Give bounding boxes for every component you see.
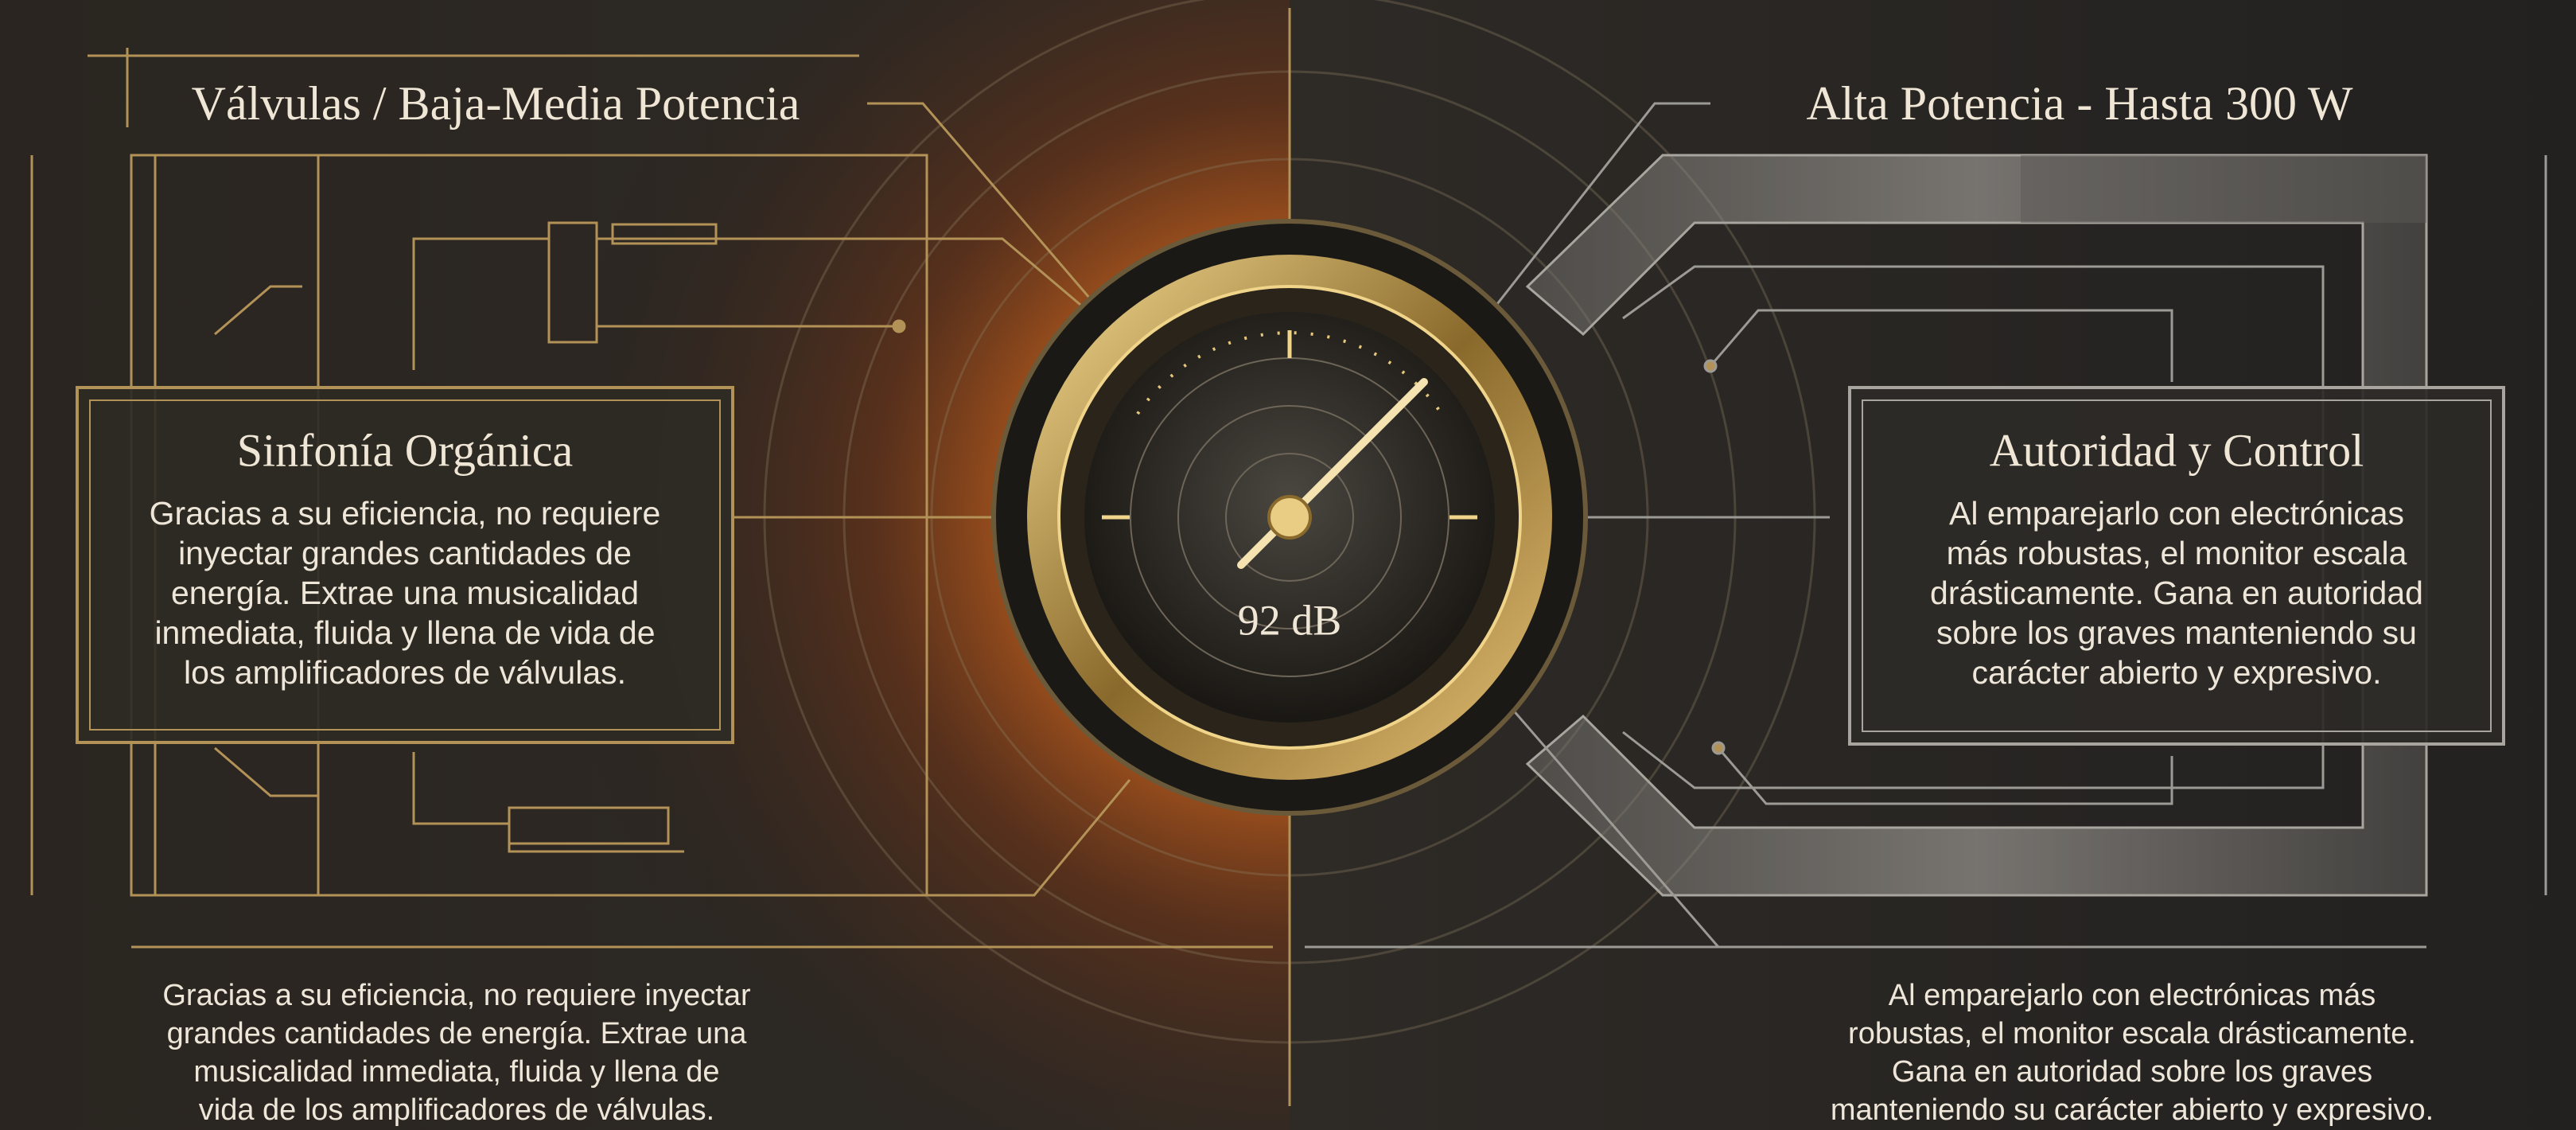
left-heading: Válvulas / Baja-Media Potencia — [192, 77, 800, 130]
right-blueprint — [1305, 102, 2547, 949]
right-heading: Alta Potencia - Hasta 300 W — [1806, 77, 2352, 130]
left-box — [76, 386, 734, 744]
left-box-title: Sinfonía Orgánica — [237, 424, 574, 476]
gauge-label: 92 dB — [1238, 596, 1342, 644]
right-caption-line: Al emparejarlo con electrónicas más — [1889, 979, 2376, 1012]
right-box-line: drásticamente. Gana en autoridad — [1930, 575, 2423, 611]
left-caption-line: musicalidad inmediata, fluida y llena de — [193, 1055, 719, 1089]
right-box — [1848, 386, 2505, 746]
right-box-title: Autoridad y Control — [1990, 424, 2364, 476]
right-box-inner — [1862, 399, 2492, 732]
right-caption-line: robustas, el monitor escala drásticament… — [1848, 1017, 2416, 1050]
right-caption-line: manteniendo su carácter abierto y expres… — [1831, 1093, 2434, 1127]
right-box-line: más robustas, el monitor escala — [1947, 535, 2407, 571]
left-box-line: inyectar grandes cantidades de — [178, 535, 632, 571]
right-box-line: sobre los graves manteniendo su — [1936, 614, 2417, 651]
left-box-line: inmediata, fluida y llena de vida de — [154, 614, 655, 651]
left-caption-line: grandes cantidades de energía. Extrae un… — [167, 1017, 748, 1050]
left-box-line: los amplificadores de válvulas. — [184, 654, 626, 691]
right-caption-line: Gana en autoridad sobre los graves — [1892, 1055, 2372, 1089]
right-box-line: carácter abierto y expresivo. — [1971, 654, 2381, 691]
right-box-line: Al emparejarlo con electrónicas — [1949, 495, 2404, 532]
left-box-line: energía. Extrae una musicalidad — [171, 575, 639, 611]
gauge — [991, 219, 1588, 816]
left-box-line: Gracias a su eficiencia, no requiere — [150, 495, 661, 532]
left-caption-line: vida de los amplificadores de válvulas. — [199, 1093, 714, 1127]
left-caption-line: Gracias a su eficiencia, no requiere iny… — [162, 979, 751, 1012]
left-box-inner — [89, 399, 721, 731]
